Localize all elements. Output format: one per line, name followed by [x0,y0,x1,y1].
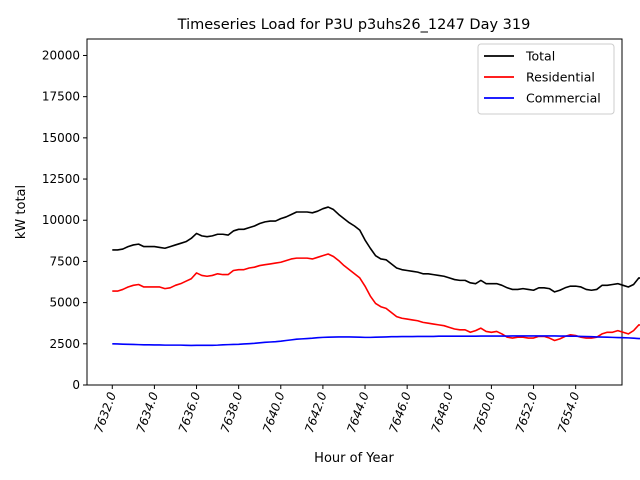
x-tick-label: 7636.0 [176,390,204,435]
y-tick-label: 2500 [49,337,80,351]
legend: Total Residential Commercial [477,43,615,115]
x-tick-label: 7646.0 [386,390,414,435]
x-tick-label: 7648.0 [429,390,457,435]
y-tick-label: 7500 [49,254,80,268]
legend-label-commercial: Commercial [526,91,601,106]
x-tick-label: 7632.0 [92,390,120,435]
x-tick-label: 7644.0 [344,390,372,435]
x-tick-label: 7634.0 [134,390,162,435]
x-tick-label: 7654.0 [555,390,583,435]
y-tick-label: 17500 [42,90,80,104]
series-line-residential [112,253,640,342]
y-tick-label: 20000 [42,48,80,62]
legend-label-residential: Residential [526,70,595,85]
x-tick-label: 7640.0 [260,390,288,435]
legend-frame [477,43,615,115]
y-tick-label: 12500 [42,172,80,186]
x-tick-label: 7638.0 [218,390,246,435]
x-tick-label: 7652.0 [513,390,541,435]
y-axis: 0 2500 5000 7500 10000 12500 15000 17500 20000 [42,48,87,392]
chart-title: Timeseries Load for P3U p3uhs26_1247 Day… [177,17,531,33]
y-tick-label: 10000 [42,213,80,227]
x-axis: 7632.0 7634.0 7636.0 7638.0 7640.0 7642.0 7644… [92,385,583,434]
series-line-commercial [112,335,640,347]
y-tick-label: 5000 [49,296,80,310]
y-tick-label: 0 [72,378,80,392]
legend-label-total: Total [525,49,555,64]
x-tick-label: 7650.0 [471,390,499,435]
x-axis-label: Hour of Year [314,451,394,466]
series-line-total [112,206,640,293]
x-tick-label: 7642.0 [302,390,330,435]
series-layer [112,206,640,347]
y-tick-label: 15000 [42,131,80,145]
y-axis-label: kW total [14,185,29,239]
